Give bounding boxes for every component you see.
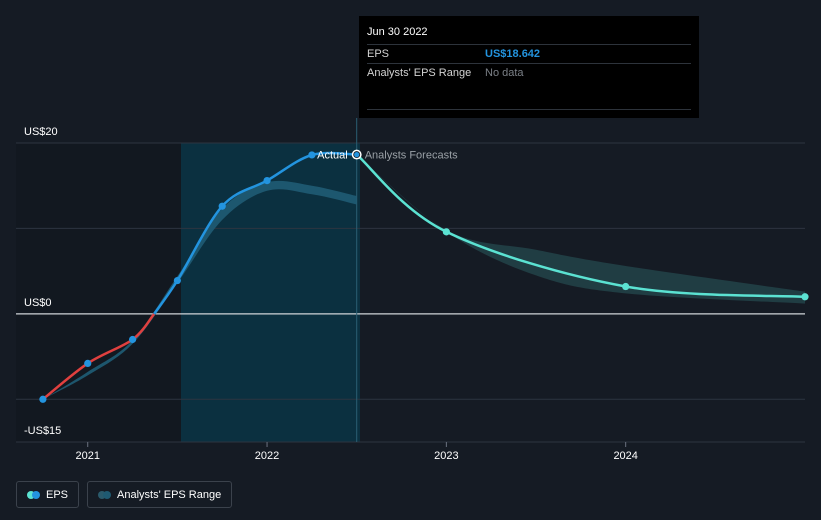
x-tick-label: 2023	[434, 450, 458, 462]
tooltip-key: Analysts' EPS Range	[367, 67, 472, 79]
x-tick-label: 2024	[613, 450, 637, 462]
range-legend-icon	[98, 490, 112, 499]
tooltip-row-range: Analysts' EPS Range No data	[367, 63, 691, 82]
actual-label: Actual	[317, 150, 348, 162]
tooltip-divider	[367, 109, 691, 110]
tooltip: Jun 30 2022 EPS US$18.642 Analysts' EPS …	[359, 16, 699, 118]
y-tick-label: US$0	[24, 297, 52, 309]
x-tick-label: 2021	[75, 450, 99, 462]
past-shade	[16, 143, 181, 442]
y-tick-label: US$20	[24, 126, 58, 138]
tooltip-value: US$18.642	[485, 48, 541, 60]
tooltip-date: Jun 30 2022	[367, 26, 428, 38]
eps-range-band	[42, 154, 805, 400]
eps-actual-point	[173, 276, 181, 285]
eps-points	[39, 149, 809, 403]
eps-actual-point	[84, 359, 92, 368]
x-tick-label: 2022	[255, 450, 279, 462]
legend-eps-label: EPS	[46, 488, 69, 501]
tooltip-row-eps: EPS US$18.642	[367, 44, 691, 63]
gridlines	[16, 118, 805, 447]
eps-current-point-center	[354, 152, 360, 158]
eps-actual-point	[263, 176, 271, 185]
tooltip-value: No data	[485, 67, 524, 79]
eps-forecast-line	[355, 153, 806, 299]
forecast-label: Analysts Forecasts	[365, 150, 458, 162]
axis-labels: US$20 US$0 -US$15 2021 2022 2023 2024 Actual Ana…	[24, 126, 638, 462]
eps-actual-point	[218, 202, 226, 210]
tooltip-key: EPS	[367, 48, 390, 60]
eps-legend-icon	[27, 490, 40, 499]
eps-forecast-point	[801, 293, 809, 301]
eps-actual-negative-line	[42, 313, 156, 401]
eps-forecast-point	[442, 228, 450, 236]
eps-actual-point	[128, 335, 137, 344]
eps-actual-point	[308, 151, 316, 159]
y-tick-label: -US$15	[24, 425, 61, 437]
range-band-forecast	[356, 154, 805, 304]
legend-eps-button[interactable]: EPS	[16, 481, 80, 508]
legend: EPS Analysts' EPS Range	[16, 481, 233, 508]
legend-range-button[interactable]: Analysts' EPS Range	[87, 481, 233, 508]
eps-actual-point	[39, 395, 47, 403]
legend-range-label: Analysts' EPS Range	[117, 488, 222, 501]
eps-forecast-point	[622, 282, 630, 291]
